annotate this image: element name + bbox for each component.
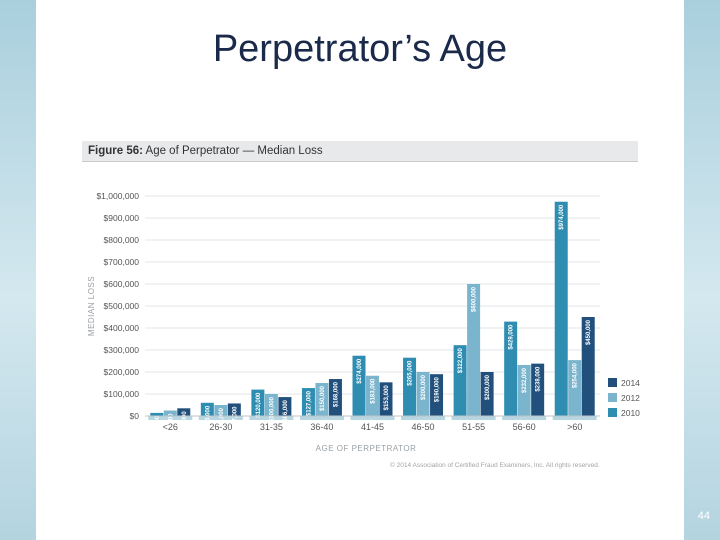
data-label: $50,000 — [219, 407, 225, 429]
data-label: $25,000 — [168, 413, 174, 435]
copyright-notice: © 2014 Association of Certified Fraud Ex… — [390, 462, 600, 469]
legend-label: 2014 — [621, 378, 640, 388]
y-tick-label: $300,000 — [104, 345, 140, 355]
right-decor-band — [684, 0, 720, 540]
bar — [150, 412, 164, 416]
bar — [214, 405, 228, 416]
category-band — [552, 416, 597, 420]
bar — [301, 388, 315, 416]
figure-label: Figure 56: — [88, 145, 143, 157]
data-label: $168,000 — [333, 381, 339, 407]
bar — [251, 389, 265, 416]
bar — [467, 284, 481, 416]
bar — [430, 374, 444, 416]
bar — [581, 317, 595, 416]
data-label: $190,000 — [435, 377, 441, 403]
data-label: $100,000 — [269, 396, 275, 422]
data-label: $35,000 — [182, 411, 188, 433]
bar — [278, 397, 292, 416]
y-tick-label: $700,000 — [104, 257, 140, 267]
data-label: $57,000 — [232, 406, 238, 428]
y-tick-label: $400,000 — [104, 323, 140, 333]
data-label: $200,000 — [421, 374, 427, 400]
bar — [177, 408, 191, 416]
data-label: $265,000 — [408, 360, 414, 386]
x-tick-label: 46-50 — [412, 422, 435, 432]
data-label: $450,000 — [586, 319, 592, 345]
x-axis-title: AGE OF PERPETRATOR — [316, 444, 417, 453]
x-tick-label: 56-60 — [513, 422, 536, 432]
x-tick-label: <26 — [163, 422, 178, 432]
bar — [227, 403, 241, 416]
bar — [352, 355, 366, 416]
y-tick-label: $600,000 — [104, 279, 140, 289]
data-label: $120,000 — [256, 392, 262, 418]
bar — [531, 363, 545, 416]
data-label: $274,000 — [357, 358, 363, 384]
y-tick-label: $900,000 — [104, 213, 140, 223]
y-tick-label: $1,000,000 — [96, 191, 139, 201]
page-number: 44 — [697, 510, 710, 522]
category-band — [198, 416, 243, 420]
bar — [416, 372, 430, 416]
data-label: $127,000 — [306, 390, 312, 416]
data-label: $254,000 — [573, 362, 579, 388]
bar — [379, 382, 393, 416]
x-tick-label: >60 — [567, 422, 582, 432]
bar — [264, 394, 278, 416]
bar — [453, 345, 467, 416]
y-tick-label: $200,000 — [104, 367, 140, 377]
bar — [480, 372, 494, 416]
category-band — [350, 416, 395, 420]
legend-label: 2010 — [621, 408, 640, 418]
data-label: $429,000 — [509, 324, 515, 350]
category-band — [401, 416, 446, 420]
x-tick-label: 51-55 — [462, 422, 485, 432]
data-label: $183,000 — [371, 378, 377, 404]
category-band — [502, 416, 547, 420]
data-label: $150,000 — [320, 385, 326, 411]
legend-label: 2012 — [621, 393, 640, 403]
data-label: $238,000 — [536, 366, 542, 392]
x-tick-label: 31-35 — [260, 422, 283, 432]
bar — [366, 375, 379, 416]
data-label: $232,000 — [522, 367, 528, 393]
legend-swatch — [608, 393, 617, 402]
bar — [517, 364, 531, 416]
y-tick-label: $800,000 — [104, 235, 140, 245]
bar — [328, 379, 342, 416]
figure-caption: Age of Perpetrator — Median Loss — [142, 145, 323, 157]
bar — [315, 383, 329, 416]
slide-title: Perpetrator’s Age — [212, 28, 508, 70]
bar — [200, 402, 214, 416]
bar — [568, 360, 582, 416]
data-label: $153,000 — [384, 385, 390, 411]
bar — [403, 357, 417, 416]
y-tick-label: $0 — [130, 411, 140, 421]
left-decor-band — [0, 0, 36, 540]
data-label: $600,000 — [472, 286, 478, 312]
data-label: $974,000 — [559, 204, 565, 230]
bar — [504, 321, 518, 416]
y-axis-title: MEDIAN LOSS — [87, 276, 96, 336]
x-tick-label: 36-40 — [310, 422, 333, 432]
data-label: $200,000 — [485, 374, 491, 400]
data-label: $14,000 — [155, 415, 161, 437]
bar — [163, 410, 177, 416]
x-tick-label: 26-30 — [209, 422, 232, 432]
bar — [554, 201, 568, 416]
category-band — [148, 416, 193, 420]
legend-swatch — [608, 378, 617, 387]
figure-header: Figure 56: Age of Perpetrator — Median L… — [82, 141, 638, 162]
category-band — [451, 416, 496, 420]
legend-swatch — [608, 408, 617, 417]
category-band — [299, 416, 344, 420]
category-band — [249, 416, 294, 420]
data-label: $86,000 — [283, 399, 289, 421]
x-tick-label: 41-45 — [361, 422, 384, 432]
y-tick-label: $500,000 — [104, 301, 140, 311]
data-label: $322,000 — [458, 348, 464, 374]
y-tick-label: $100,000 — [104, 389, 140, 399]
